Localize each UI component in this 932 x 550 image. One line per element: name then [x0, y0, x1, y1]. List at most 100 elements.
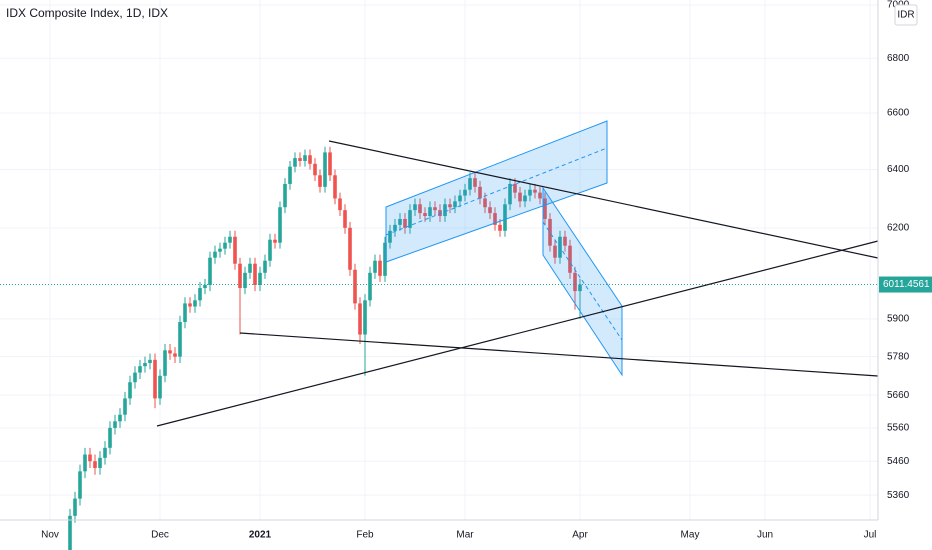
candle-body [498, 224, 502, 231]
x-tick-label: May [681, 530, 700, 541]
candle-body [118, 414, 122, 422]
candle-body [153, 359, 157, 399]
last-price-label: 6011.4561 [883, 279, 930, 290]
candle-body [308, 155, 312, 164]
x-tick-label: Feb [356, 530, 374, 541]
x-tick-label: 2021 [249, 530, 272, 541]
candle-body [348, 227, 352, 270]
candle-body [223, 242, 227, 249]
candle-body [258, 272, 262, 285]
trend-line [239, 332, 879, 377]
candle-body [408, 210, 412, 228]
candle-body [573, 272, 577, 292]
candle-body [518, 192, 522, 202]
candle-body [443, 204, 447, 217]
candle-body [203, 284, 207, 289]
candle-body [323, 152, 327, 187]
candle-body [563, 236, 567, 246]
channel-midline [385, 147, 608, 236]
channel [385, 120, 608, 263]
y-tick-label: 6200 [887, 222, 910, 233]
candle-body [83, 454, 87, 472]
candle-body [218, 248, 222, 252]
axes: 5360 5460 5560 5660 5780 5900 6200 6400 6600 6800… [41, 0, 932, 541]
candle-body [533, 189, 537, 193]
candle-body [473, 178, 477, 187]
candle-body [73, 498, 77, 516]
candle-body [343, 210, 347, 228]
y-tick-label: 6800 [887, 53, 910, 64]
candle-body [243, 272, 247, 289]
currency: IDR [897, 10, 914, 21]
y-tick-label: 5460 [887, 456, 910, 467]
candle-body [178, 322, 182, 357]
candle-body [378, 260, 382, 276]
candle-body [238, 263, 242, 289]
candle-body [373, 260, 377, 273]
candle-body [78, 471, 82, 499]
candle-body [173, 353, 177, 357]
candle-body [93, 461, 97, 468]
channel-midline [542, 221, 623, 341]
candle-body [568, 245, 572, 273]
y-tick-label: 5660 [887, 390, 910, 401]
candle-body [148, 359, 152, 364]
candle-body [458, 195, 462, 202]
candle-body [468, 178, 472, 190]
candle-body [363, 300, 367, 335]
candle-body [183, 303, 187, 323]
candle-body [428, 207, 432, 217]
candle-body [283, 183, 287, 208]
candle-body [268, 239, 272, 261]
candle-body [163, 350, 167, 376]
x-tick-label: Dec [151, 530, 169, 541]
candle-body [313, 163, 317, 176]
candle-body [403, 218, 407, 228]
candles [0, 146, 878, 550]
y-tick-label: 5900 [887, 314, 910, 325]
candle-body [138, 366, 142, 373]
candle-body [513, 183, 517, 193]
y-tick-label: 5360 [887, 490, 910, 501]
candle-body [288, 166, 292, 184]
candle-body [213, 251, 217, 258]
candle-body [538, 192, 542, 199]
candle-body [228, 236, 232, 243]
trend-line [328, 140, 879, 259]
candle-body [193, 300, 197, 307]
candle-body [298, 158, 302, 161]
candle-body [553, 245, 557, 258]
candle-body [273, 239, 277, 243]
candle-body [438, 210, 442, 217]
candle-body [423, 213, 427, 217]
x-tick-label: Apr [572, 530, 588, 541]
candle-body [483, 198, 487, 208]
candle-body [68, 515, 72, 550]
candle-body [318, 175, 322, 187]
candle-body [158, 375, 162, 399]
candle-body [113, 421, 117, 428]
x-tick-label: Mar [456, 530, 474, 541]
last-price-box [879, 276, 932, 293]
candle-body [143, 363, 147, 367]
currency-box[interactable] [894, 4, 918, 26]
candle-body [88, 454, 92, 462]
grid [0, 0, 878, 520]
candle-body [453, 201, 457, 208]
candle-body [293, 158, 297, 167]
candle-body [98, 457, 102, 468]
candle-body [208, 257, 212, 285]
x-tick-label: Nov [41, 530, 59, 541]
candle-body [108, 427, 112, 448]
candle-body [123, 398, 127, 415]
candle-body [253, 263, 257, 285]
drawings [156, 120, 879, 427]
candle-body [433, 207, 437, 211]
candle-body [338, 198, 342, 211]
y-tick-label: 6400 [887, 164, 910, 175]
candle-body [278, 207, 282, 243]
candle-body [233, 236, 237, 264]
